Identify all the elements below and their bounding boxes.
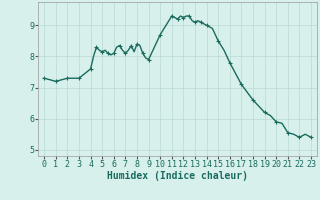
X-axis label: Humidex (Indice chaleur): Humidex (Indice chaleur) — [107, 171, 248, 181]
